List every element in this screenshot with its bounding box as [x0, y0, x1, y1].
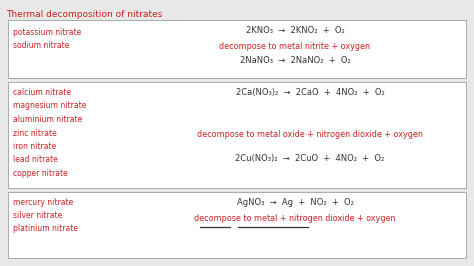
Text: magnesium nitrate: magnesium nitrate — [13, 102, 86, 110]
Text: silver nitrate: silver nitrate — [13, 211, 62, 220]
Text: iron nitrate: iron nitrate — [13, 142, 56, 151]
Text: 2Cu(NO₃)₂  →  2CuO  +  4NO₂  +  O₂: 2Cu(NO₃)₂ → 2CuO + 4NO₂ + O₂ — [236, 154, 384, 163]
Bar — [8, 82, 466, 188]
Text: AgNO₃  →  Ag  +  NO₂  +  O₂: AgNO₃ → Ag + NO₂ + O₂ — [237, 198, 354, 207]
Text: decompose to metal nitrite + oxygen: decompose to metal nitrite + oxygen — [219, 42, 371, 51]
Text: copper nitrate: copper nitrate — [13, 169, 68, 178]
Text: zinc nitrate: zinc nitrate — [13, 128, 57, 138]
Text: aluminium nitrate: aluminium nitrate — [13, 115, 82, 124]
Text: 2NaNO₃  →  2NaNO₂  +  O₂: 2NaNO₃ → 2NaNO₂ + O₂ — [240, 56, 350, 65]
Text: Thermal decomposition of nitrates: Thermal decomposition of nitrates — [6, 10, 163, 19]
Text: decompose to metal oxide + nitrogen dioxide + oxygen: decompose to metal oxide + nitrogen diox… — [197, 130, 423, 139]
Text: calcium nitrate: calcium nitrate — [13, 88, 71, 97]
Text: decompose to metal + nitrogen dioxide + oxygen: decompose to metal + nitrogen dioxide + … — [194, 214, 396, 223]
Text: 2KNO₃  →  2KNO₂  +  O₂: 2KNO₃ → 2KNO₂ + O₂ — [246, 26, 345, 35]
Text: 2Ca(NO₃)₂  →  2CaO  +  4NO₂  +  O₂: 2Ca(NO₃)₂ → 2CaO + 4NO₂ + O₂ — [236, 88, 384, 97]
Bar — [8, 20, 466, 78]
Text: lead nitrate: lead nitrate — [13, 156, 58, 164]
Bar — [8, 192, 466, 258]
Text: platinium nitrate: platinium nitrate — [13, 224, 78, 233]
Text: potassium nitrate: potassium nitrate — [13, 28, 81, 37]
Text: mercury nitrate: mercury nitrate — [13, 198, 73, 207]
Text: sodium nitrate: sodium nitrate — [13, 41, 69, 50]
